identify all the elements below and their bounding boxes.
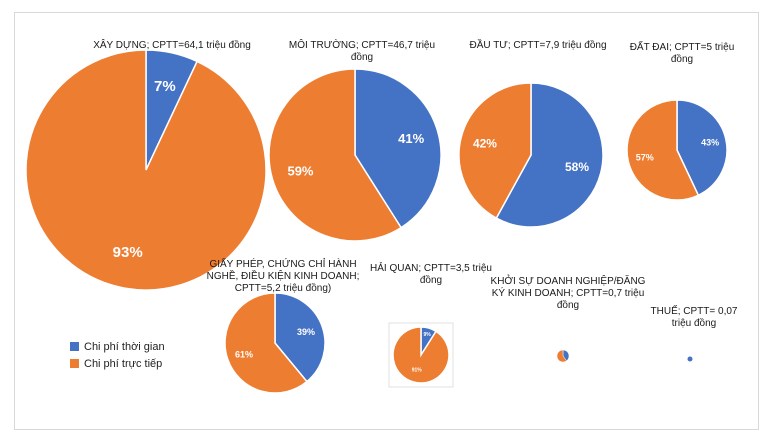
data-label-giay-phep-direct: 61% (235, 349, 253, 359)
data-label-dau-tu-time: 58% (565, 160, 589, 174)
data-label-moi-truong-time: 41% (398, 131, 424, 146)
data-label-giay-phep-time: 39% (297, 327, 315, 337)
pie-dau-tu: 58% 42% ĐẦU TƯ; CPTT=7,9 triệu đồng (458, 38, 607, 228)
pie-slice-moi-truong-direct (268, 68, 403, 242)
pie-title-thue-line-1: THUẾ; CPTT= 0,07 (651, 304, 738, 317)
pie-title-hai-quan-line-1: HẢI QUAN; CPTT=3,5 triệu (370, 261, 492, 274)
pie-title-giay-phep-line-3: CPTT=5,2 triệu đồng) (235, 282, 331, 294)
data-label-hai-quan-time: 9% (423, 332, 431, 338)
legend: Chi phí thời gian Chi phí trực tiếp (70, 338, 165, 372)
pie-slice-khoi-su-direct (556, 349, 567, 363)
legend-label-direct: Chi phí trực tiếp (84, 357, 163, 370)
pie-slice-xay-dung-direct (25, 49, 267, 291)
pie-slice-thue-time (686, 355, 694, 363)
legend-item-time: Chi phí thời gian (70, 338, 165, 355)
pie-title-giay-phep-line-1: GIẤY PHÉP, CHỨNG CHỈ HÀNH (209, 257, 356, 270)
pie-title-khoi-su-line-1: KHỞI SỰ DOANH NGHIỆP/ĐĂNG (491, 274, 646, 287)
pie-slice-hai-quan-direct (392, 326, 450, 384)
pie-slice-dat-dai-time (676, 99, 728, 197)
legend-swatch-direct (70, 359, 79, 368)
data-label-dat-dai-time: 43% (701, 138, 719, 148)
data-label-xay-dung-direct: 93% (113, 244, 143, 261)
legend-swatch-time (70, 342, 79, 351)
data-label-xay-dung-time: 7% (154, 78, 176, 95)
data-label-dau-tu-direct: 42% (473, 136, 497, 150)
pie-slice-dat-dai-direct (626, 99, 700, 201)
pie-title-hai-quan-line-2: đồng (420, 274, 442, 286)
chart-frame (14, 12, 759, 430)
data-label-hai-quan-direct: 91% (412, 368, 423, 374)
pie-title-thue-line-2: triệu đồng (672, 317, 716, 329)
pie-title-xay-dung: XÂY DỰNG; CPTT=64,1 triệu đồng (93, 38, 251, 51)
pie-title-khoi-su-line-2: KÝ KINH DOANH; CPTT=0,7 triệu (492, 286, 645, 299)
legend-label-time: Chi phí thời gian (84, 340, 165, 353)
pie-title-dat-dai-line-2: đồng (671, 53, 693, 65)
pie-frame-hai-quan (388, 322, 454, 388)
data-label-dat-dai-direct: 57% (636, 152, 654, 162)
pie-slice-giay-phep-direct (224, 292, 308, 394)
pie-title-giay-phep-line-2: NGHỀ, ĐIỀU KIỆN KINH DOANH; (207, 269, 360, 282)
pie-slice-giay-phep-time (274, 292, 326, 383)
pie-title-dau-tu: ĐẦU TƯ; CPTT=7,9 triệu đồng (469, 38, 606, 51)
data-label-moi-truong-direct: 59% (287, 163, 313, 178)
legend-item-direct: Chi phí trực tiếp (70, 355, 165, 372)
pie-xay-dung: 7% 93% XÂY DỰNG; CPTT=64,1 triệu đồng (25, 38, 267, 291)
pie-title-moi-truong-line-1: MÔI TRƯỜNG; CPTT=46,7 triệu (289, 38, 435, 51)
pie-title-moi-truong-line-2: đồng (351, 51, 373, 63)
pie-title-dat-dai-line-1: ĐẤT ĐAI; CPTT=5 triệu (630, 40, 735, 53)
pie-slice-dau-tu-direct (458, 82, 532, 220)
pie-slice-dau-tu-time (495, 82, 604, 228)
pie-title-khoi-su-line-3: đồng (557, 299, 579, 311)
